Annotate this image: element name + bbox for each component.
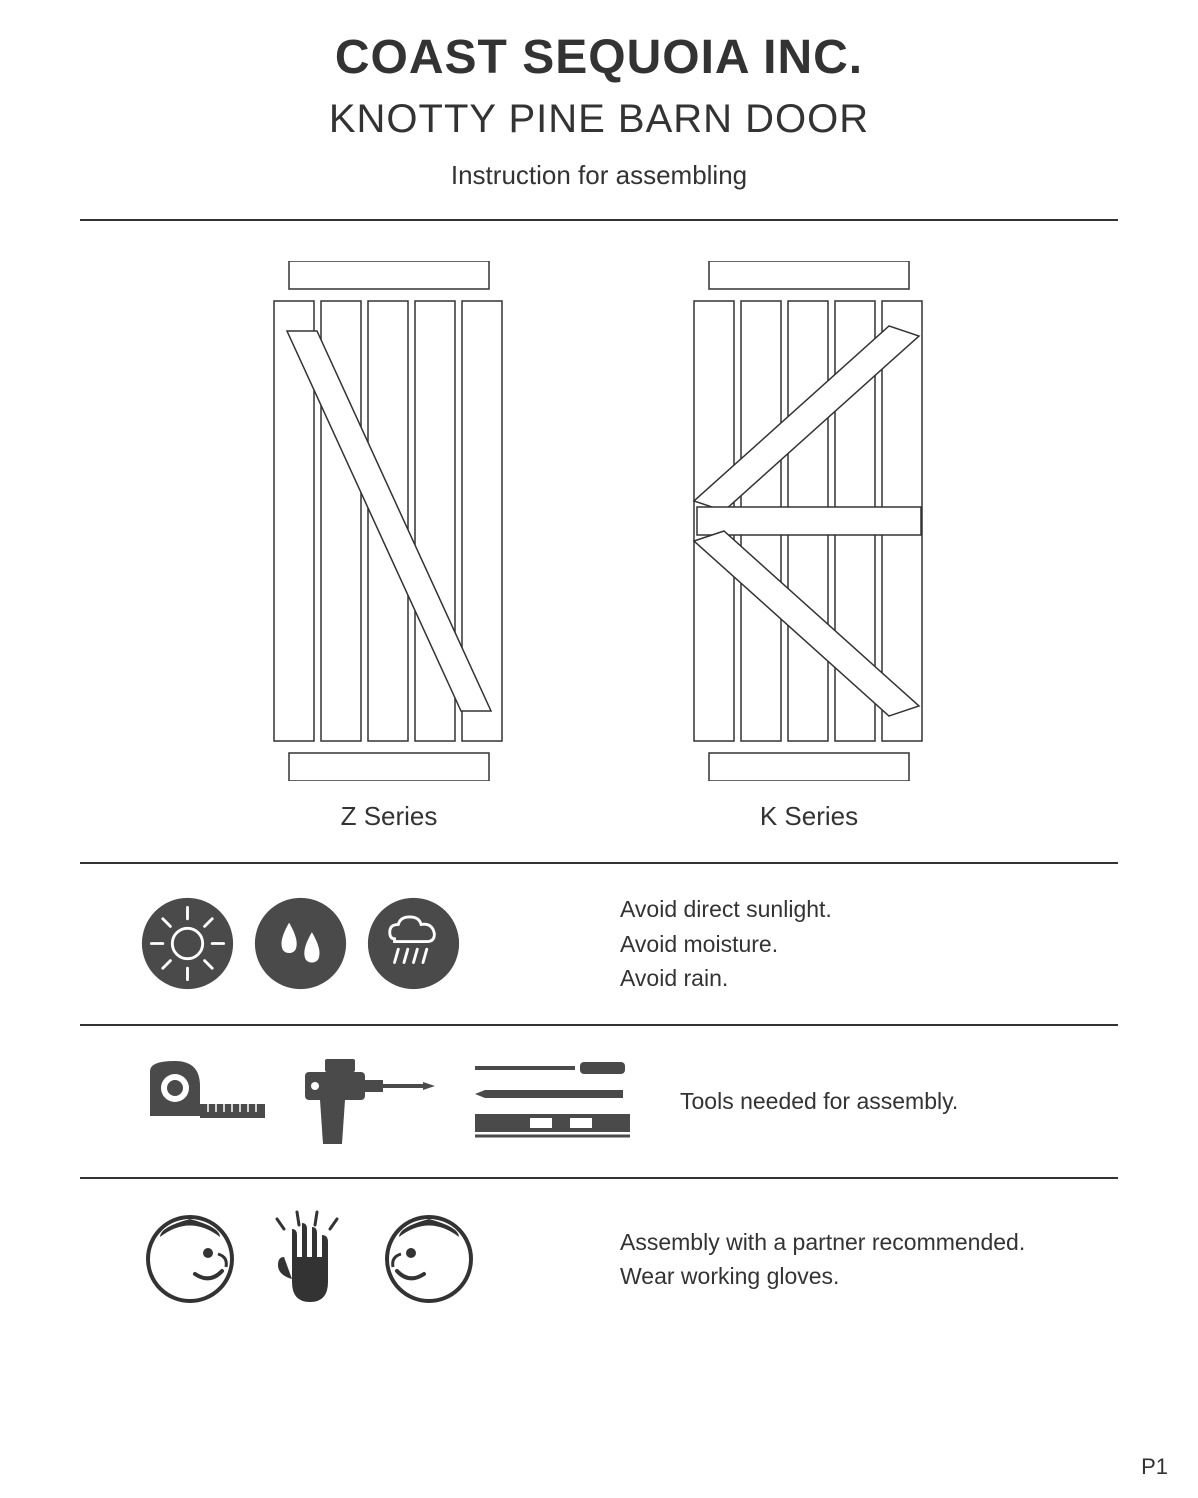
z-series-label: Z Series bbox=[259, 801, 519, 832]
sun-icon bbox=[140, 896, 235, 991]
z-series-block: Z Series bbox=[259, 261, 519, 832]
tools-icons bbox=[140, 1054, 640, 1149]
person-left-icon bbox=[140, 1209, 250, 1309]
partner-row: Assembly with a partner recommended. Wea… bbox=[80, 1179, 1118, 1340]
avoid-row: Avoid direct sunlight. Avoid moisture. A… bbox=[80, 864, 1118, 1024]
moisture-icon bbox=[253, 896, 348, 991]
hand-tools-icon bbox=[470, 1056, 640, 1146]
page-number: P1 bbox=[1141, 1454, 1168, 1480]
avoid-icons bbox=[140, 896, 580, 991]
k-series-block: K Series bbox=[679, 261, 939, 832]
glove-icon bbox=[262, 1207, 357, 1312]
instruction-page: COAST SEQUOIA INC. KNOTTY PINE BARN DOOR… bbox=[0, 0, 1198, 1498]
partner-line-2: Wear working gloves. bbox=[620, 1259, 1025, 1294]
partner-text: Assembly with a partner recommended. Wea… bbox=[620, 1225, 1025, 1294]
avoid-text: Avoid direct sunlight. Avoid moisture. A… bbox=[620, 892, 832, 996]
tools-text: Tools needed for assembly. bbox=[680, 1084, 958, 1119]
rain-icon bbox=[366, 896, 461, 991]
company-name: COAST SEQUOIA INC. bbox=[80, 30, 1118, 85]
partner-icons bbox=[140, 1207, 580, 1312]
avoid-line-2: Avoid moisture. bbox=[620, 927, 832, 962]
tape-measure-icon bbox=[140, 1056, 270, 1146]
tools-row: Tools needed for assembly. bbox=[80, 1026, 1118, 1177]
header: COAST SEQUOIA INC. KNOTTY PINE BARN DOOR… bbox=[80, 30, 1118, 191]
tools-line-1: Tools needed for assembly. bbox=[680, 1084, 958, 1119]
product-name: KNOTTY PINE BARN DOOR bbox=[80, 97, 1118, 142]
avoid-line-3: Avoid rain. bbox=[620, 961, 832, 996]
k-series-label: K Series bbox=[679, 801, 939, 832]
z-series-diagram bbox=[259, 261, 519, 781]
k-series-diagram bbox=[679, 261, 939, 781]
partner-line-1: Assembly with a partner recommended. bbox=[620, 1225, 1025, 1260]
avoid-line-1: Avoid direct sunlight. bbox=[620, 892, 832, 927]
doors-row: Z Series bbox=[80, 221, 1118, 862]
subtitle: Instruction for assembling bbox=[80, 160, 1118, 191]
drill-icon bbox=[300, 1054, 440, 1149]
person-right-icon bbox=[369, 1209, 479, 1309]
